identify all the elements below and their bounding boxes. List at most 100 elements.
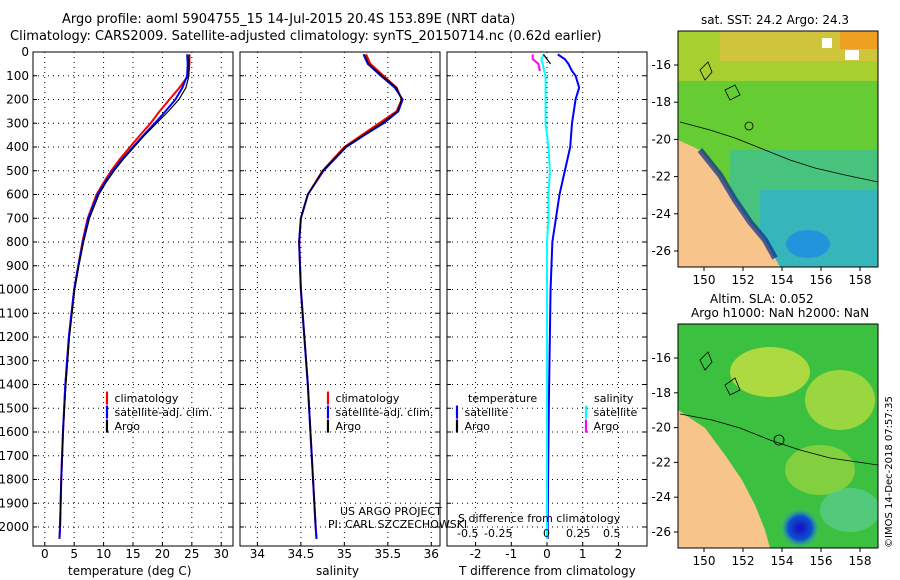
s-diff-tick: 0.5	[603, 527, 621, 540]
sst-lat-label: -20	[651, 132, 671, 146]
depth-tick-label: 500	[6, 164, 29, 178]
salinity-panel: 34 34.5 35 35.5 36	[239, 51, 441, 561]
sla-lat-label: -16	[651, 351, 671, 365]
salinity-clim-line	[298, 53, 403, 539]
sst-lon-label: 156	[810, 273, 833, 287]
depth-tick-label: 2000	[0, 520, 29, 534]
depth-tick-label: 800	[6, 235, 29, 249]
sst-lat-label: -24	[651, 207, 671, 221]
sla-map-title1: Altim. SLA: 0.052	[710, 292, 814, 306]
d-legend-left-argo: ▎Argo	[456, 420, 491, 433]
depth-tick-label: 0	[21, 45, 29, 59]
temperature-sat-line	[58, 54, 189, 539]
s-diff-tick: -0.25	[484, 527, 513, 540]
d-legend-left-sat: ▎satellite	[456, 406, 509, 419]
sla-map	[677, 323, 879, 549]
tdiff-argo-line	[542, 54, 552, 65]
s-diff-tick: -0.5	[457, 527, 479, 540]
sla-lon-label: 154	[771, 554, 794, 568]
x-tick-label: 2	[615, 547, 623, 561]
s-xlabel: salinity	[316, 564, 360, 578]
t-legend-sat: ▎satellite-adj. clim.	[106, 406, 213, 419]
x-tick-label: -2	[470, 547, 482, 561]
x-tick-label: 25	[184, 547, 199, 561]
d-legend-title-left: temperature	[468, 392, 538, 405]
sst-map-title: sat. SST: 24.2 Argo: 24.3	[701, 13, 850, 27]
s-legend-clim: ▎climatology	[327, 392, 400, 405]
x-tick-label: 10	[96, 547, 111, 561]
x-tick-label: 5	[70, 547, 78, 561]
x-tick-label: 35.5	[374, 547, 401, 561]
depth-tick-label: 1100	[0, 306, 29, 320]
d-legend-right-sat: ▎satellite	[585, 406, 638, 419]
sst-lon-label: 154	[771, 273, 794, 287]
d-legend-right-argo: ▎Argo	[585, 420, 620, 433]
x-tick-label: 30	[214, 547, 229, 561]
sst-lon-label: 150	[693, 273, 716, 287]
s-diff-tick: 0.25	[566, 527, 591, 540]
sst-lat-label: -26	[651, 244, 671, 258]
header-line1: Argo profile: aoml 5904755_15 14-Jul-201…	[62, 12, 516, 27]
depth-tick-label: 1400	[0, 378, 29, 392]
sla-lat-label: -26	[651, 525, 671, 539]
salinity-argo-line	[298, 54, 403, 528]
x-tick-label: 15	[125, 547, 140, 561]
sdiff-argo-line	[531, 54, 541, 72]
temperature-panel: 0 5 10 15 20 25 30	[32, 51, 234, 561]
sla-lon-label: 152	[732, 554, 755, 568]
sst-lat-label: -18	[651, 95, 671, 109]
sla-lat-label: -20	[651, 421, 671, 435]
depth-tick-label: 1300	[0, 354, 29, 368]
depth-tick-label: 600	[6, 188, 29, 202]
header-line2: Climatology: CARS2009. Satellite-adjuste…	[10, 29, 602, 44]
x-tick-label: 34.5	[288, 547, 315, 561]
t-xlabel: temperature (deg C)	[68, 564, 192, 578]
x-tick-label: 35	[337, 547, 352, 561]
x-tick-label: 0	[543, 547, 551, 561]
sla-lon-label: 156	[810, 554, 833, 568]
sla-map-title2: Argo h1000: NaN h2000: NaN	[691, 306, 870, 320]
sst-lat-label: -16	[651, 58, 671, 72]
depth-tick-label: 1000	[0, 283, 29, 297]
sla-lat-label: -24	[651, 490, 671, 504]
depth-tick-label: 1900	[0, 496, 29, 510]
x-tick-label: 34	[250, 547, 265, 561]
sst-lat-label: -22	[651, 170, 671, 184]
s-diff-xlabel: S difference from climatology	[458, 512, 621, 525]
depth-tick-label: 1500	[0, 401, 29, 415]
s-legend-argo: ▎Argo	[327, 420, 362, 433]
difference-panel: -2 -1 0 1 2	[446, 51, 648, 561]
x-tick-label: 20	[155, 547, 170, 561]
x-tick-label: 36	[424, 547, 439, 561]
temperature-argo-line	[59, 54, 190, 528]
t-legend-argo: ▎Argo	[106, 420, 141, 433]
sdiff-sat-line	[540, 53, 551, 539]
sla-lon-label: 158	[849, 554, 872, 568]
d-legend-title-right: salinity	[594, 392, 634, 405]
x-tick-label: -1	[505, 547, 517, 561]
credit-pi: PI: CARL SZCZECHOWSKI	[328, 518, 468, 531]
depth-tick-label: 900	[6, 259, 29, 273]
sla-lat-label: -22	[651, 455, 671, 469]
depth-tick-label: 1600	[0, 425, 29, 439]
credit-project: US ARGO PROJECT	[340, 505, 442, 518]
depth-tick-label: 700	[6, 211, 29, 225]
temperature-clim-line	[58, 54, 191, 539]
sst-lon-label: 158	[849, 273, 872, 287]
sla-lon-label: 150	[693, 554, 716, 568]
depth-tick-label: 1700	[0, 449, 29, 463]
depth-tick-label: 1200	[0, 330, 29, 344]
s-diff-tick: 0	[543, 527, 550, 540]
sst-map	[677, 30, 879, 268]
depth-tick-label: 400	[6, 140, 29, 154]
t-legend-clim: ▎climatology	[106, 392, 179, 405]
d-xlabel: T difference from climatology	[459, 564, 636, 578]
salinity-sat-line	[298, 53, 404, 539]
depth-tick-label: 1800	[0, 473, 29, 487]
x-tick-label: 1	[579, 547, 587, 561]
s-legend-sat: ▎satellite-adj. clim.	[327, 406, 434, 419]
depth-tick-label: 100	[6, 69, 29, 83]
depth-tick-label: 200	[6, 93, 29, 107]
imos-timestamp: ©IMOS 14-Dec-2018 07:57:35	[884, 396, 895, 548]
sla-lat-label: -18	[651, 386, 671, 400]
